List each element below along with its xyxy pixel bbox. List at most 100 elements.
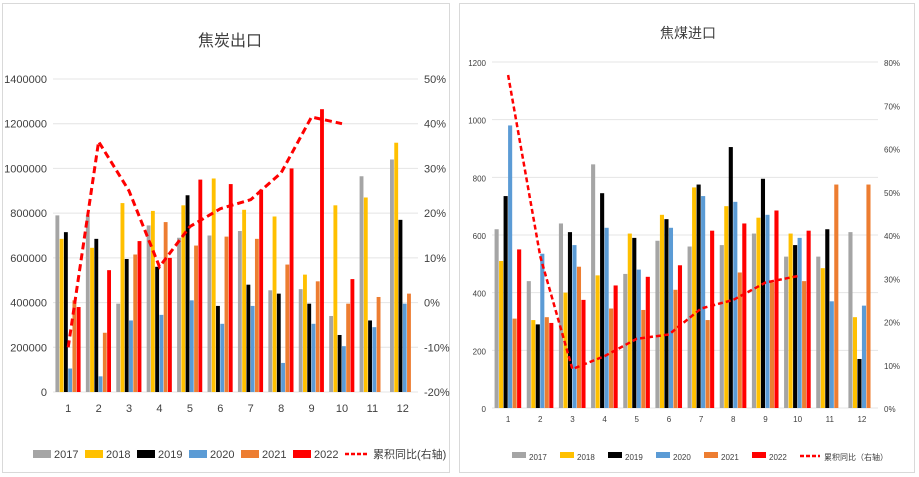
x-tick-label: 12: [857, 415, 866, 424]
y2-tick-label: -20%: [424, 387, 450, 399]
bar-2019: [600, 193, 605, 408]
bar-2021: [802, 281, 807, 408]
legend-swatch: [704, 452, 718, 458]
bar-2019: [307, 303, 312, 392]
bar-2018: [90, 247, 94, 392]
x-tick-label: 10: [336, 403, 348, 415]
bar-2019: [398, 219, 403, 392]
bar-2019: [276, 293, 281, 392]
bar-2019: [124, 258, 129, 392]
bar-2017: [526, 281, 531, 408]
bar-2019: [368, 320, 372, 392]
y-tick-label: 1400000: [4, 74, 47, 86]
bar-2018: [211, 178, 216, 392]
bar-2021: [254, 238, 259, 392]
legend-label: 2017: [529, 453, 547, 462]
y2-tick-label: 30%: [424, 163, 446, 175]
bar-2017: [558, 223, 564, 408]
y-tick-label: 1000: [468, 117, 486, 126]
bar-2020: [129, 320, 133, 392]
bar-2020: [604, 227, 609, 408]
x-tick-label: 4: [602, 415, 607, 424]
x-tick-label: 7: [699, 415, 704, 424]
bar-2019: [216, 305, 220, 392]
legend-label: 2019: [158, 449, 182, 461]
legend-label: 2017: [54, 449, 78, 461]
x-tick-label: 4: [156, 403, 162, 415]
bar-2018: [531, 320, 536, 408]
y2-tick-label: 60%: [884, 146, 900, 155]
legend-swatch: [241, 450, 259, 458]
legend-label: 累积同比（右轴）: [824, 452, 888, 462]
legend-swatch: [137, 450, 155, 458]
bar-2019: [632, 237, 637, 408]
bar-2017: [146, 225, 151, 392]
bar-2018: [394, 142, 399, 392]
x-tick-label: 9: [763, 415, 768, 424]
bar-2017: [848, 232, 853, 408]
chart-panel-coking-coal-import: 焦煤进口 0 200 400 600 800 1000 1200 0% 10% 20% 30% 40%…: [459, 3, 915, 473]
x-tick-label: 10: [793, 415, 802, 424]
bar-2021: [834, 184, 839, 408]
bar-2018: [659, 214, 665, 408]
bar-2021: [609, 308, 614, 408]
x-tick-label: 5: [187, 403, 193, 415]
x-tick-label: 9: [308, 403, 314, 415]
legend-swatch: [656, 452, 670, 458]
bar-2021: [285, 264, 290, 392]
y2-tick-label: 50%: [884, 189, 900, 198]
bar-2018: [120, 203, 125, 392]
x-tick-label: 6: [667, 415, 672, 424]
legend-label: 2020: [673, 453, 691, 462]
bar-2018: [59, 238, 64, 392]
bar-2022: [613, 285, 618, 408]
y-tick-label: 800000: [10, 208, 47, 220]
legend-label: 2018: [577, 453, 595, 462]
bar-2022: [742, 223, 747, 408]
bar-2018: [820, 268, 825, 408]
y2-tick-label: 0%: [884, 405, 896, 414]
bar-2020: [372, 327, 377, 392]
bar-2017: [268, 290, 273, 392]
bar-2021: [512, 318, 517, 408]
legend-label: 2022: [314, 449, 338, 461]
y2-tick-label: 50%: [424, 74, 446, 86]
bar-2020: [861, 305, 867, 408]
x-tick-label: 2: [538, 415, 543, 424]
legend-label: 累积同比(右轴): [373, 447, 446, 461]
x-tick-label: 5: [635, 415, 640, 424]
bar-2020: [402, 303, 407, 392]
bar-2017: [816, 256, 821, 408]
bar-2020: [508, 125, 513, 408]
bar-2022: [228, 184, 233, 392]
x-tick-label: 3: [570, 415, 575, 424]
bar-2018: [692, 187, 697, 408]
x-tick-label: 8: [731, 415, 736, 424]
bar-2021: [407, 293, 411, 392]
bar-2020: [311, 323, 316, 392]
bar-2018: [150, 210, 155, 392]
bar-2017: [298, 289, 303, 392]
y2-tick-label: 40%: [424, 119, 446, 131]
bar-2017: [359, 176, 364, 392]
legend-swatch: [512, 452, 526, 458]
bar-2020: [797, 237, 802, 408]
bar-2019: [503, 196, 508, 408]
bar-2017: [55, 215, 60, 392]
bar-2021: [376, 296, 381, 392]
bar-2018: [333, 205, 338, 392]
bar-2022: [549, 322, 554, 408]
legend-swatch: [752, 452, 766, 458]
bar-2019: [857, 358, 862, 408]
bar-2022: [167, 257, 172, 392]
bar-2021: [544, 317, 549, 408]
legend-label: 2022: [769, 453, 787, 462]
bar-2022: [517, 249, 522, 408]
bar-2022: [677, 265, 683, 408]
legend-swatch: [608, 452, 622, 458]
legend-swatch: [189, 450, 207, 458]
bar-2017: [329, 315, 334, 392]
bar-2018: [181, 205, 186, 392]
bar-2019: [664, 219, 669, 408]
bar-2021: [866, 184, 871, 408]
